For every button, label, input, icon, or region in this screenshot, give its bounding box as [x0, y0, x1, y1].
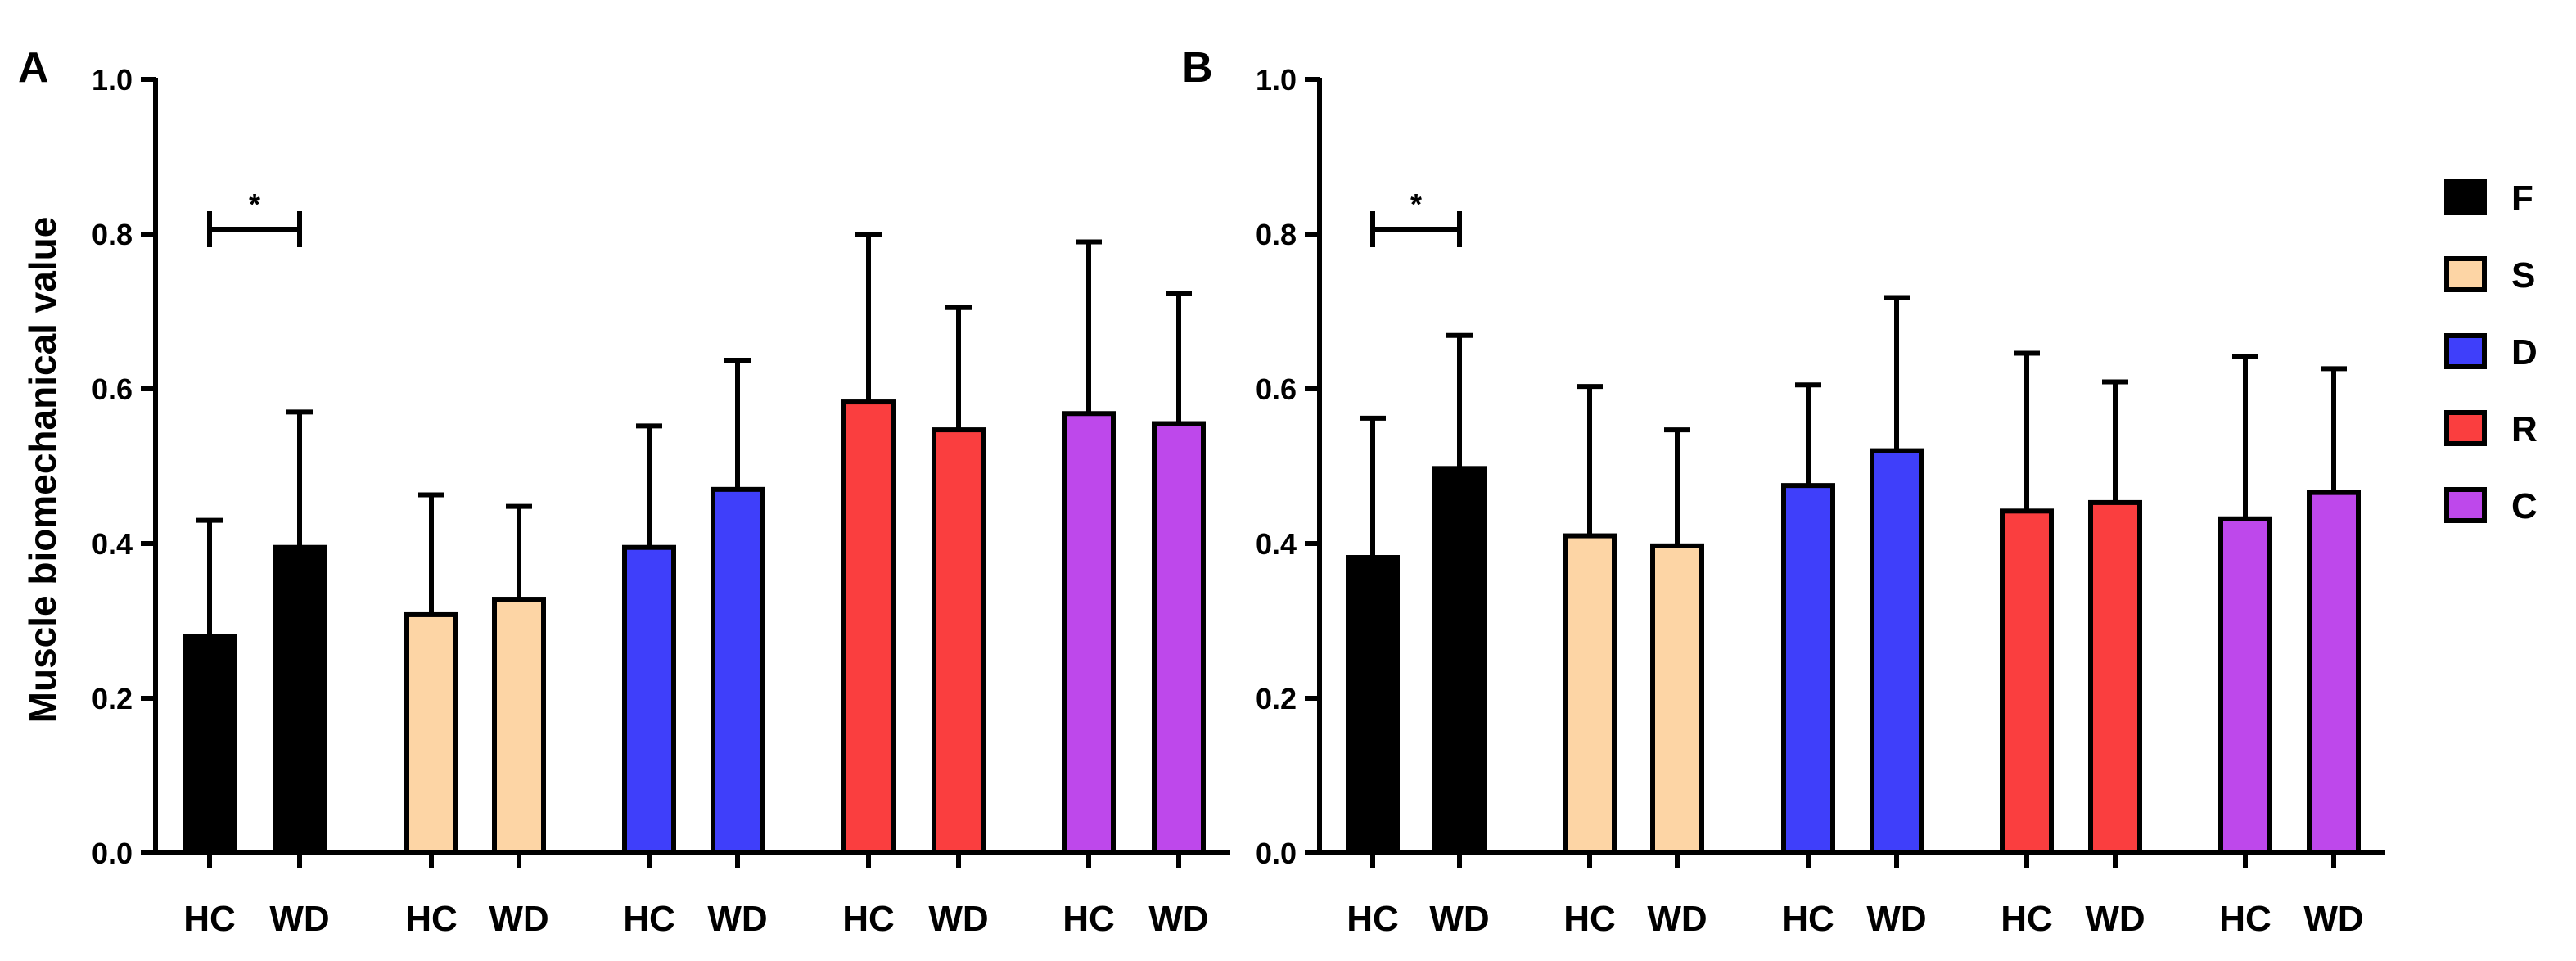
x-tick-label: HC	[1782, 899, 1834, 939]
significance-marker: *	[249, 187, 260, 221]
y-tick-label: 0.0	[1256, 837, 1297, 870]
x-tick-label: HC	[183, 899, 236, 939]
x-tick-label: WD	[269, 899, 329, 939]
y-tick-label: 1.0	[92, 63, 133, 97]
y-axis-title: Muscle biomechanical value	[21, 217, 64, 724]
bar-b-s-hc	[1563, 533, 1617, 855]
x-tick-label: HC	[1563, 899, 1616, 939]
y-tick-label: 0.6	[1256, 372, 1297, 406]
legend-swatch-r	[2444, 410, 2487, 446]
bar-a-c-hc	[1062, 411, 1116, 855]
legend-label-c: C	[2511, 486, 2538, 526]
bar-b-r-wd	[2088, 499, 2142, 855]
x-tick-label: HC	[623, 899, 675, 939]
bar-a-s-hc	[404, 611, 458, 855]
bar-b-f-hc	[1346, 555, 1400, 855]
bar-b-s-wd	[1650, 543, 1704, 856]
x-tick-label: WD	[2085, 899, 2145, 939]
legend-label-r: R	[2511, 409, 2538, 449]
bar-a-f-wd	[273, 544, 327, 855]
panel-label: B	[1182, 44, 1213, 92]
bar-b-c-wd	[2307, 490, 2361, 855]
bar-a-f-hc	[183, 634, 237, 856]
bar-b-d-wd	[1870, 448, 1924, 855]
y-tick-label: 0.4	[1256, 527, 1297, 561]
bar-a-d-wd	[711, 486, 765, 855]
legend-swatch-s	[2444, 256, 2487, 292]
legend-swatch-f	[2444, 179, 2487, 215]
bar-b-d-hc	[1781, 483, 1835, 855]
x-tick-label: WD	[1148, 899, 1208, 939]
x-tick-label: HC	[842, 899, 895, 939]
bar-a-d-hc	[622, 544, 676, 855]
x-tick-label: HC	[2219, 899, 2271, 939]
x-tick-label: WD	[1866, 899, 1926, 939]
y-tick-label: 0.4	[92, 527, 133, 561]
y-tick-label: 0.8	[1256, 218, 1297, 251]
bar-a-s-wd	[492, 597, 546, 855]
legend-label-f: F	[2511, 178, 2533, 219]
bar-b-r-hc	[2000, 508, 2054, 855]
y-tick-label: 1.0	[1256, 63, 1297, 97]
x-tick-label: WD	[1429, 899, 1489, 939]
legend-swatch-c	[2444, 487, 2487, 523]
legend-label-s: S	[2511, 255, 2535, 296]
x-tick-label: WD	[1647, 899, 1707, 939]
x-tick-label: HC	[1347, 899, 1399, 939]
bar-a-c-wd	[1152, 421, 1206, 855]
y-tick-label: 0.2	[1256, 682, 1297, 715]
panel-label: A	[18, 44, 49, 92]
legend-label-d: D	[2511, 332, 2538, 372]
legend-swatch-d	[2444, 333, 2487, 369]
x-tick-label: HC	[1062, 899, 1115, 939]
x-tick-label: WD	[707, 899, 767, 939]
x-tick-label: WD	[489, 899, 548, 939]
y-tick-label: 0.6	[92, 372, 133, 406]
bar-a-r-hc	[841, 399, 896, 855]
x-tick-label: WD	[2303, 899, 2363, 939]
x-tick-label: HC	[2001, 899, 2053, 939]
bar-b-f-wd	[1432, 466, 1487, 856]
y-tick-label: 0.2	[92, 682, 133, 715]
y-tick-label: 0.8	[92, 218, 133, 251]
x-tick-label: WD	[928, 899, 988, 939]
y-tick-label: 0.0	[92, 837, 133, 870]
significance-marker: *	[1410, 187, 1422, 221]
bar-a-r-wd	[932, 427, 986, 855]
bar-b-c-hc	[2218, 516, 2272, 855]
x-tick-label: HC	[405, 899, 458, 939]
